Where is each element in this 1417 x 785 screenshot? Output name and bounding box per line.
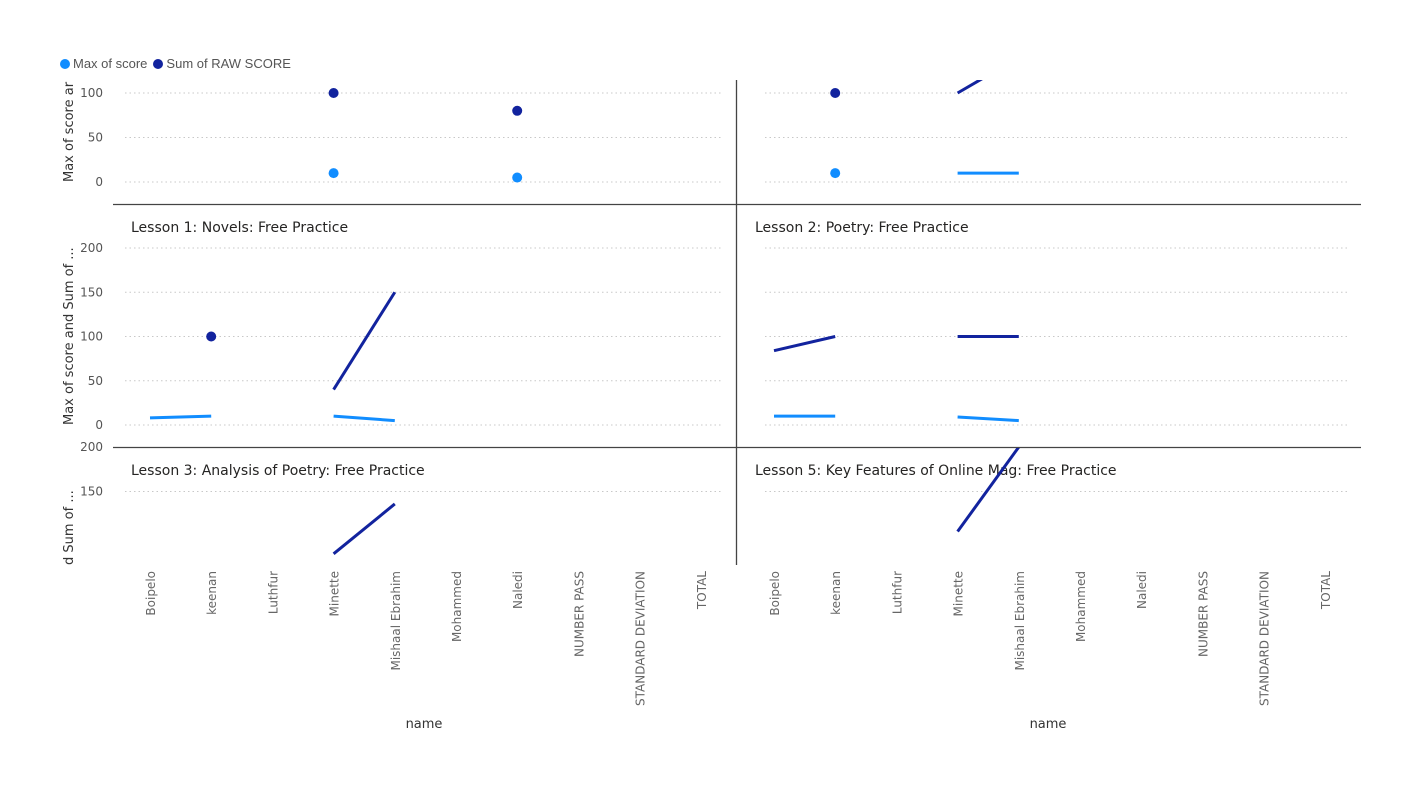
panel-plot [125, 247, 722, 426]
y-tick-label: 150 [80, 285, 103, 299]
x-tick-label: Naledi [1135, 571, 1149, 609]
y-tick-label: 150 [80, 485, 103, 499]
x-tick-label: Naledi [511, 571, 525, 609]
x-tick-label: NUMBER PASS [572, 571, 586, 657]
x-axis-title: name [406, 717, 443, 732]
panel-plot [765, 448, 1348, 533]
x-tick-label: NUMBER PASS [1196, 571, 1210, 657]
panel-title: Lesson 5: Key Features of Online Mag: Fr… [755, 463, 1117, 479]
x-tick-label: TOTAL [1319, 571, 1333, 610]
panel-plot [765, 247, 1348, 426]
x-tick-label: Luthfur [266, 571, 280, 614]
x-tick-label: Luthfur [890, 571, 904, 614]
y-tick-label: 50 [88, 131, 103, 145]
legend-dot-icon [153, 58, 164, 69]
y-tick-label: 50 [88, 374, 103, 388]
series-line-segment [956, 448, 1020, 533]
y-tick-label: 100 [80, 330, 103, 344]
series-line-segment [333, 414, 395, 423]
legend: Max of score Sum of RAW SCORE [60, 56, 291, 71]
legend-label: Sum of RAW SCORE [166, 56, 291, 71]
series-point [206, 331, 217, 342]
y-axis-title-row1: Max of score and Sum of ... [62, 247, 77, 425]
series-line-segment [332, 502, 396, 555]
x-tick-label: keenan [829, 571, 843, 615]
x-tick-label: TOTAL [695, 571, 709, 610]
series-point [830, 88, 841, 98]
plot-layer: 0 50 100 0 50 100 150 200 150 200 Boipelo keenan Lut… [80, 80, 1348, 706]
x-tick-label: Boipelo [768, 571, 782, 616]
legend-item-max-of-score[interactable]: Max of score [60, 56, 147, 71]
series-point [830, 168, 841, 179]
x-tick-label: Mishaal Ebrahim [389, 571, 403, 671]
x-tick-label: Minette [328, 571, 342, 616]
x-tick-label: Mohammed [1074, 571, 1088, 642]
panel-title: Lesson 3: Analysis of Poetry: Free Pract… [131, 463, 425, 479]
series-point [512, 105, 523, 116]
x-tick-label: STANDARD DEVIATION [1258, 571, 1272, 706]
panel-title: Lesson 2: Poetry: Free Practice [755, 220, 969, 236]
panel-plot [765, 80, 1348, 183]
y-tick-label: 100 [80, 86, 103, 100]
legend-dot-icon [60, 58, 70, 69]
series-line-segment [957, 415, 1019, 423]
series-point [512, 172, 523, 183]
series-point [328, 88, 339, 98]
y-tick-label: 200 [80, 241, 103, 255]
x-tick-label: keenan [205, 571, 219, 615]
series-line-segment [956, 80, 983, 95]
x-tick-label: Boipelo [144, 571, 158, 616]
y-tick-label: 0 [95, 175, 103, 189]
legend-item-sum-of-raw-score[interactable]: Sum of RAW SCORE [153, 56, 291, 71]
series-line-segment [149, 414, 212, 420]
x-tick-label: Mohammed [450, 571, 464, 642]
panel-title: Lesson 1: Novels: Free Practice [131, 220, 348, 236]
panel-plot [125, 491, 722, 555]
series-line-segment [332, 291, 397, 391]
x-tick-label: STANDARD DEVIATION [634, 571, 648, 706]
x-axis-title: name [1030, 717, 1067, 732]
x-tick-label: Mishaal Ebrahim [1013, 571, 1027, 671]
x-tick-label: Minette [952, 571, 966, 616]
y-tick-label: 200 [80, 440, 103, 454]
y-axis-title-row0: Max of score ar [62, 81, 77, 182]
series-line-segment [773, 335, 836, 353]
y-tick-label: 0 [95, 418, 103, 432]
panel-plot [125, 88, 722, 183]
legend-label: Max of score [73, 56, 148, 71]
series-point [328, 168, 339, 179]
y-axis-title-row2: d Sum of ... [62, 490, 77, 565]
